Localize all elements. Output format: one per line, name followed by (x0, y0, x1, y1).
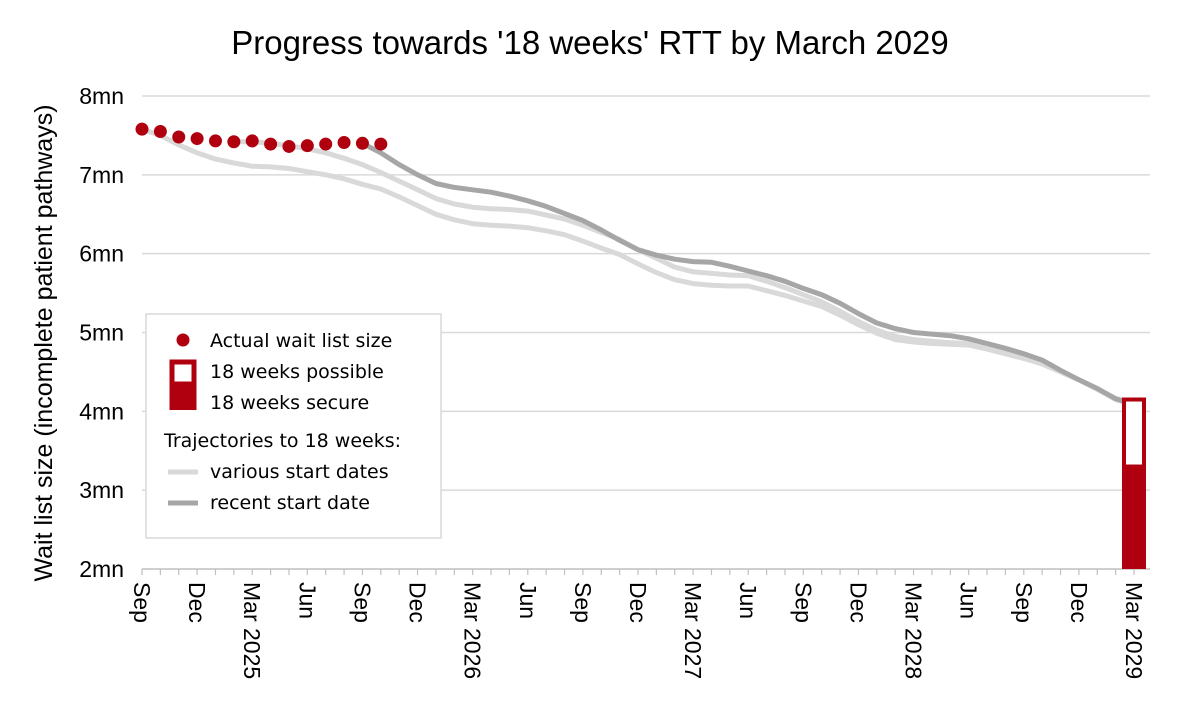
legend-secure-marker (169, 386, 197, 410)
actual-point (190, 132, 204, 146)
x-tick-label: Sep (570, 582, 596, 623)
x-tick-label: Sep (790, 582, 816, 623)
x-tick-label: Dec (405, 582, 431, 623)
y-tick-label: 3mn (79, 477, 124, 503)
actual-point (355, 136, 369, 150)
actual-point (374, 137, 388, 151)
various-start-trajectory-line (231, 139, 1137, 407)
various-start-trajectories (139, 126, 1137, 408)
x-tick-label: Jun (956, 582, 982, 619)
actual-point (282, 139, 296, 153)
legend-possible-marker (169, 359, 197, 387)
actual-wait-list-points (135, 122, 388, 153)
y-tick-label: 7mn (79, 162, 124, 188)
legend-possible-label: 18 weeks possible (210, 361, 384, 383)
y-tick-label: 6mn (79, 241, 124, 267)
actual-point (337, 136, 351, 150)
x-tick-label: Sep (129, 582, 155, 623)
x-tick-label: Dec (1066, 582, 1092, 623)
actual-point (135, 122, 149, 136)
x-tick-label: Jun (294, 582, 320, 619)
y-tick-label: 8mn (79, 83, 124, 109)
target-bar (1122, 397, 1146, 569)
x-tick-label: Jun (515, 582, 541, 619)
secure-bar (1122, 466, 1146, 569)
actual-point (172, 130, 186, 144)
x-tick-label: Dec (845, 582, 871, 623)
actual-point (300, 139, 314, 153)
actual-point (319, 137, 333, 151)
actual-point (153, 124, 167, 138)
recent-start-trajectory-line (359, 140, 1137, 407)
actual-point (264, 137, 278, 151)
legend-various-label: various start dates (210, 461, 389, 483)
recent-start-trajectory (359, 140, 1137, 407)
x-tick-label: Sep (349, 582, 375, 623)
x-tick-label: Mar 2027 (680, 582, 706, 679)
x-tick-label: Mar 2025 (239, 582, 265, 679)
y-tick-label: 2mn (79, 556, 124, 582)
y-axis-ticks: 2mn 3mn 4mn 5mn 6mn 7mn 8mn (79, 83, 124, 582)
legend-actual-label: Actual wait list size (210, 330, 392, 352)
x-tick-label: Dec (184, 582, 210, 623)
legend-secure-label: 18 weeks secure (210, 392, 369, 414)
chart-title: Progress towards '18 weeks' RTT by March… (231, 24, 949, 61)
legend-actual-marker (176, 333, 190, 347)
x-tick-label: Mar 2029 (1121, 582, 1147, 679)
x-tick-label: Sep (1011, 582, 1037, 623)
y-tick-label: 4mn (79, 398, 124, 424)
x-tick-label: Dec (625, 582, 651, 623)
x-tick-label: Mar 2026 (460, 582, 486, 679)
actual-point (227, 135, 241, 149)
legend-trajectories-heading: Trajectories to 18 weeks: (163, 430, 401, 452)
y-tick-label: 5mn (79, 320, 124, 346)
actual-point (208, 134, 222, 148)
x-axis: Sep Dec Mar 2025 Jun Sep Dec Mar 2026 Jun Sep Dec… (129, 568, 1150, 679)
legend: Actual wait list size 18 weeks possible … (145, 313, 442, 539)
x-tick-label: Jun (735, 582, 761, 619)
x-tick-label: Mar 2028 (901, 582, 927, 679)
actual-point (245, 134, 259, 148)
legend-recent-label: recent start date (210, 492, 370, 514)
possible-bar (1122, 397, 1146, 469)
y-axis-label: Wait list size (incomplete patient pathw… (30, 104, 58, 581)
